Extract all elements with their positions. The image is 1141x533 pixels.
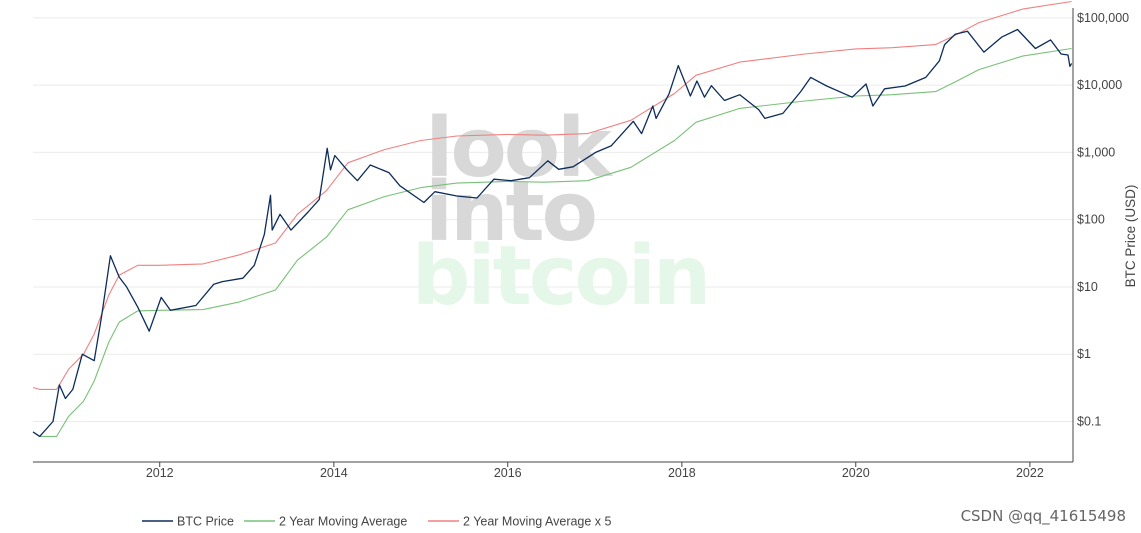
x-tick-label: 2014	[320, 466, 348, 480]
series-group	[32, 0, 1073, 438]
x-tick-label: 2012	[146, 466, 174, 480]
legend[interactable]: BTC Price 2 Year Moving Average 2 Year Mov…	[142, 515, 612, 529]
y-tick-label: $100	[1077, 213, 1105, 227]
x-tick-label: 2022	[1016, 466, 1044, 480]
grid-lines	[33, 17, 1073, 422]
y-tick-label: $1,000	[1077, 145, 1115, 159]
legend-item-2-year-moving-average-x-5[interactable]: 2 Year Moving Average x 5	[463, 515, 612, 529]
credit-watermark: CSDN @qq_41615498	[961, 507, 1126, 526]
watermark-line-3: bitcoin	[412, 229, 708, 324]
y-tick-labels: $0.1 $1 $10 $100 $1,000 $10,000 $100,000	[1077, 11, 1129, 429]
btc-price-line	[32, 28, 1073, 438]
legend-item-btc-price[interactable]: BTC Price	[177, 515, 234, 529]
watermark-line-1: look	[425, 101, 614, 196]
x-tick-label: 2018	[668, 466, 696, 480]
x-tick-label: 2016	[494, 466, 522, 480]
x-tick-label: 2020	[842, 466, 870, 480]
y-tick-label: $10,000	[1077, 78, 1122, 92]
y-axis-title: BTC Price (USD)	[1123, 185, 1138, 288]
y-tick-label: $0.1	[1077, 414, 1101, 428]
axes	[33, 8, 1074, 467]
y-tick-label: $10	[1077, 280, 1098, 294]
y-tick-label: $1	[1077, 347, 1091, 361]
x-tick-labels: 2012 2014 2016 2018 2020 2022	[146, 466, 1044, 480]
y-tick-label: $100,000	[1077, 11, 1129, 25]
legend-item-2-year-moving-average[interactable]: 2 Year Moving Average	[279, 515, 407, 529]
